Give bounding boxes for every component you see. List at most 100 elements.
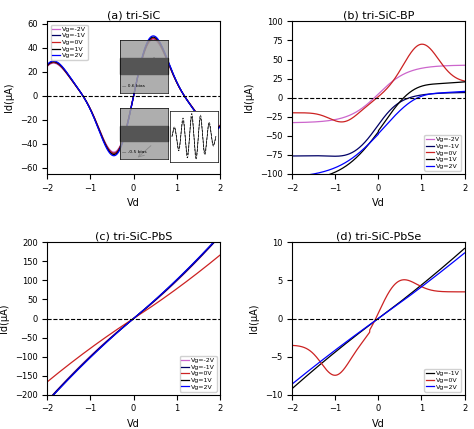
Vg=1V [121, 136, 127, 142]
Vg=0V [307, 111, 312, 116]
Vg=1V [114, 330, 120, 335]
Vg=0V [150, 36, 156, 41]
Vg=-1V [163, 288, 169, 293]
Y-axis label: Id(μA): Id(μA) [249, 304, 259, 333]
Vg=-2V [163, 289, 169, 294]
Vg=-1V [424, 278, 429, 284]
Vg=1V [462, 79, 467, 85]
Vg=-2V [408, 69, 413, 74]
Vg=-1V [359, 142, 365, 148]
Vg=2V [359, 148, 365, 153]
Line: Vg=-1V: Vg=-1V [47, 38, 220, 153]
Vg=0V [45, 63, 50, 68]
Vg=0V [307, 348, 312, 353]
Line: Vg=-2V: Vg=-2V [292, 65, 465, 123]
Vg=-2V [365, 101, 371, 106]
Vg=1V [45, 63, 50, 68]
Vg=-1V [332, 154, 337, 159]
Vg=0V [62, 365, 68, 370]
Vg=2V [462, 89, 467, 94]
Vg=1V [62, 68, 68, 73]
Legend: Vg=-2V, Vg=-1V, Vg=0V, Vg=1V, Vg=2V: Vg=-2V, Vg=-1V, Vg=0V, Vg=1V, Vg=2V [51, 24, 88, 60]
X-axis label: Vd: Vd [372, 419, 385, 429]
Line: Vg=2V: Vg=2V [292, 91, 465, 177]
Vg=1V [179, 90, 185, 95]
Vg=2V [307, 367, 312, 372]
Vg=2V [462, 251, 467, 256]
Vg=0V [289, 343, 295, 348]
Vg=0V [289, 110, 295, 115]
Vg=-2V [111, 149, 117, 154]
Vg=-2V [62, 379, 68, 384]
Vg=-2V [427, 64, 432, 69]
Line: Vg=1V: Vg=1V [292, 82, 465, 182]
Vg=-2V [150, 37, 156, 42]
Vg=-1V [289, 154, 295, 159]
Title: (c) tri-SiC-PbS: (c) tri-SiC-PbS [95, 232, 172, 242]
Vg=1V [120, 325, 126, 330]
Line: Vg=-2V: Vg=-2V [47, 39, 220, 152]
Vg=-1V [45, 63, 50, 68]
Vg=1V [163, 288, 169, 293]
Vg=-1V [114, 330, 120, 335]
Vg=-2V [289, 120, 295, 125]
Vg=-1V [217, 234, 223, 239]
Y-axis label: Id(μA): Id(μA) [4, 83, 15, 112]
Vg=-2V [114, 329, 120, 335]
Line: Vg=-1V: Vg=-1V [292, 93, 465, 156]
Vg=0V [408, 51, 413, 56]
Vg=1V [111, 152, 117, 157]
Vg=0V [365, 332, 371, 337]
Vg=0V [179, 282, 185, 287]
Vg=0V [163, 55, 169, 60]
Vg=1V [289, 179, 295, 184]
Vg=-1V [359, 328, 365, 333]
Vg=0V [121, 136, 127, 141]
Vg=-1V [217, 124, 223, 129]
Vg=0V [114, 149, 120, 154]
Vg=0V [359, 340, 365, 345]
Vg=2V [114, 151, 120, 157]
Vg=2V [289, 381, 295, 387]
Vg=-1V [408, 291, 413, 296]
Vg=1V [217, 124, 223, 129]
Vg=-1V [114, 149, 120, 154]
Line: Vg=2V: Vg=2V [292, 253, 465, 384]
X-axis label: Vd: Vd [127, 419, 140, 429]
Vg=-1V [289, 386, 295, 391]
Legend: Vg=-2V, Vg=-1V, Vg=0V, Vg=1V, Vg=2V: Vg=-2V, Vg=-1V, Vg=0V, Vg=1V, Vg=2V [424, 135, 461, 171]
Title: (d) tri-SiC-PbSe: (d) tri-SiC-PbSe [336, 232, 421, 242]
Vg=2V [307, 172, 312, 177]
Y-axis label: Id(μA): Id(μA) [0, 304, 9, 333]
Line: Vg=-1V: Vg=-1V [47, 236, 220, 401]
Vg=-2V [45, 398, 50, 403]
Vg=1V [150, 35, 156, 40]
Vg=-1V [462, 246, 467, 251]
Vg=1V [307, 177, 312, 182]
Vg=-1V [307, 371, 312, 376]
Vg=1V [365, 142, 371, 148]
Vg=-1V [427, 91, 433, 97]
Vg=0V [401, 277, 407, 282]
Vg=-1V [365, 136, 371, 141]
Vg=-1V [365, 323, 371, 329]
Vg=2V [111, 153, 117, 158]
Vg=2V [163, 287, 169, 293]
Vg=-1V [179, 273, 185, 278]
Vg=-2V [462, 63, 467, 68]
Vg=2V [408, 100, 413, 105]
Vg=0V [182, 95, 188, 100]
Vg=-1V [462, 90, 467, 95]
Line: Vg=2V: Vg=2V [47, 36, 220, 156]
Vg=2V [365, 323, 371, 329]
Vg=1V [408, 89, 413, 94]
Vg=-2V [182, 271, 188, 276]
Legend: Vg=-2V, Vg=-1V, Vg=0V, Vg=1V, Vg=2V: Vg=-2V, Vg=-1V, Vg=0V, Vg=1V, Vg=2V [180, 356, 217, 392]
Vg=-1V [62, 68, 68, 73]
Vg=2V [120, 325, 126, 330]
Vg=0V [462, 289, 467, 294]
Line: Vg=1V: Vg=1V [47, 236, 220, 402]
Vg=1V [62, 380, 68, 385]
Vg=2V [359, 328, 365, 333]
Vg=-2V [179, 274, 185, 279]
